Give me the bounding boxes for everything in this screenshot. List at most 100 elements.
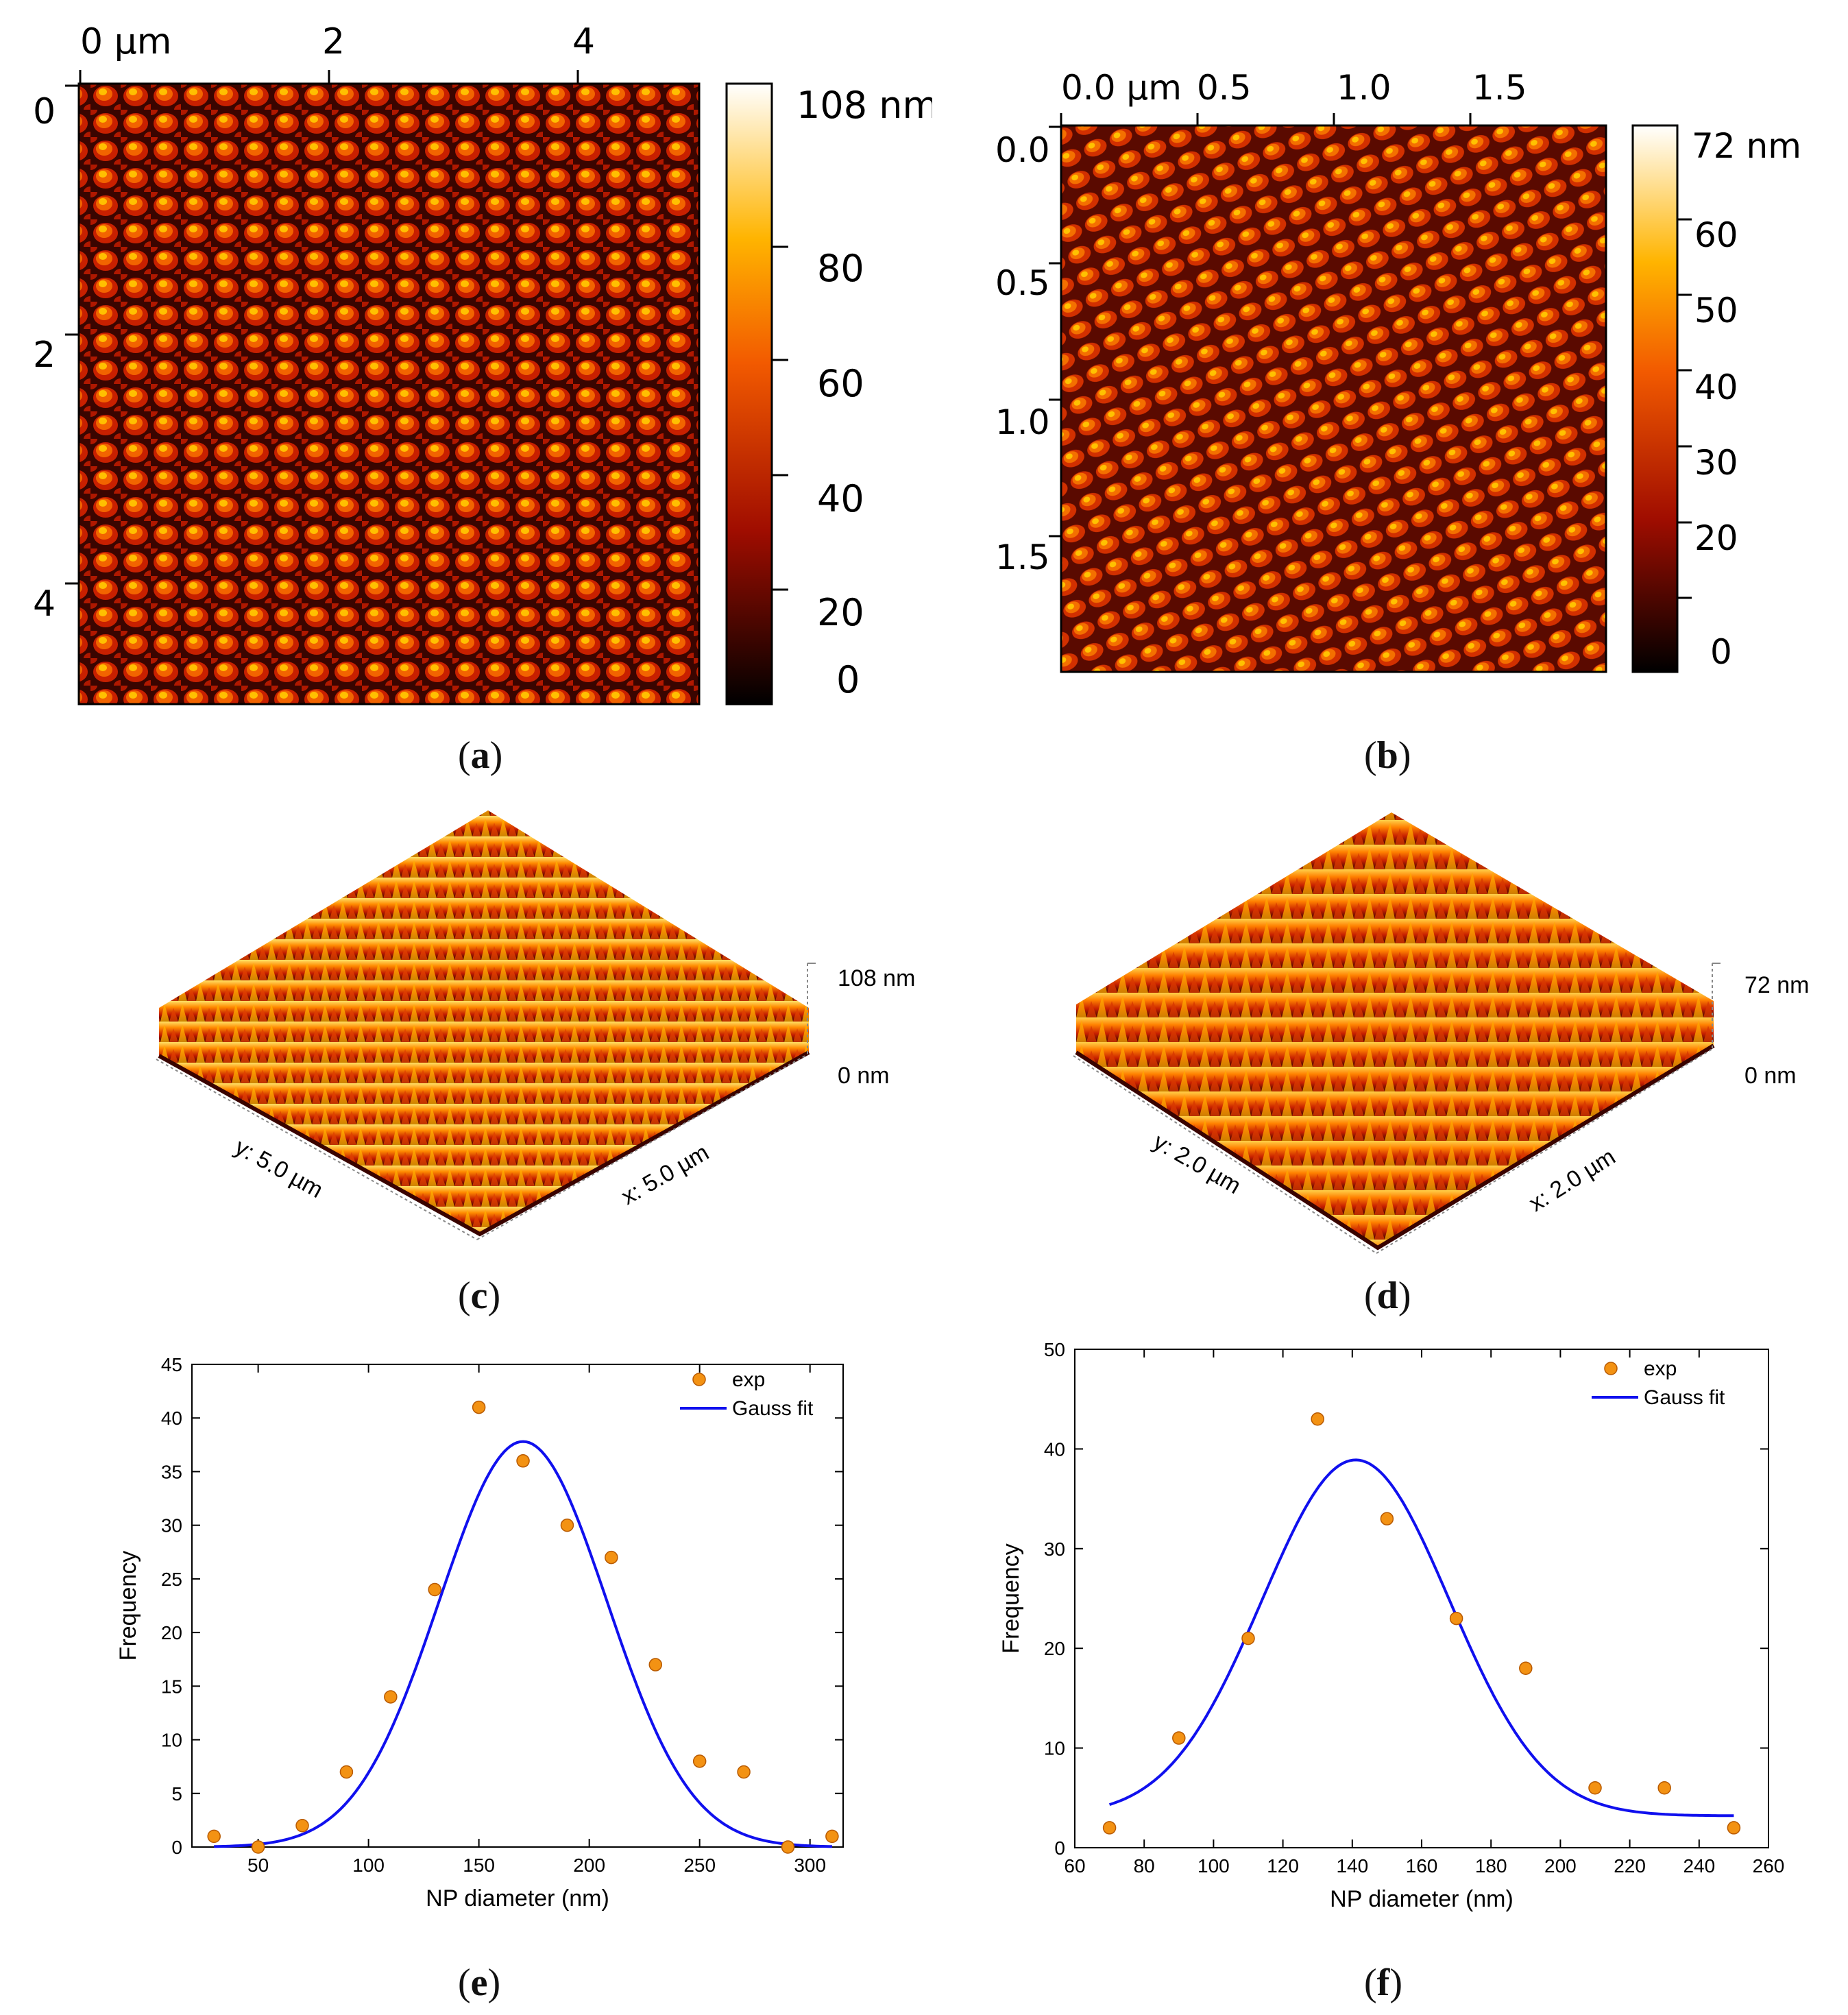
data-point — [428, 1582, 441, 1597]
y-tick-b-2: 1.0 — [995, 402, 1050, 442]
colorbar-a-tick-4: 20 — [817, 591, 864, 634]
x-tick-label: 260 — [1753, 1855, 1785, 1877]
x-tick-b-1: 0.5 — [1197, 68, 1252, 108]
legend-label-exp: exp — [732, 1368, 765, 1391]
data-point — [1449, 1611, 1463, 1626]
z-top-c: 108 nm — [838, 965, 915, 991]
legend-marker-exp — [692, 1373, 706, 1386]
legend-marker-exp — [1604, 1362, 1618, 1375]
colorbar-b-tick-6: 0 — [1710, 632, 1732, 672]
y-tick-label: 40 — [161, 1408, 182, 1429]
colorbar-a-tick-1: 80 — [817, 247, 864, 290]
colorbar-b-tick-1: 60 — [1694, 215, 1738, 255]
gauss-fit-line — [1108, 1458, 1734, 1818]
y-axis-label: Frequency — [998, 1543, 1024, 1654]
data-point — [560, 1518, 574, 1532]
y-tick-label: 0 — [171, 1837, 182, 1858]
legend-label-fit: Gauss fit — [732, 1397, 814, 1420]
y-tick-label: 20 — [1044, 1638, 1065, 1659]
y-tick-b-0: 0.0 — [995, 130, 1050, 170]
data-point — [1241, 1631, 1255, 1645]
surface-d — [1076, 812, 1714, 1248]
y-tick-label: 45 — [161, 1354, 182, 1375]
y-tick-label: 50 — [1044, 1339, 1065, 1360]
data-point — [1657, 1781, 1671, 1795]
z-bottom-c: 0 nm — [838, 1063, 890, 1089]
x-tick-label: 50 — [247, 1855, 269, 1876]
x-axis-label-d: x: 2.0 µm — [1524, 1144, 1620, 1217]
afm-image-b — [1060, 124, 1607, 673]
panel-d: 72 nm 0 nm y: 2.0 µm x: 2.0 µm — [932, 795, 1848, 1275]
data-point — [781, 1840, 795, 1854]
x-tick-label: 180 — [1475, 1855, 1507, 1877]
data-point — [1311, 1412, 1324, 1426]
data-point — [339, 1765, 354, 1779]
x-tick-label: 150 — [463, 1855, 495, 1876]
x-tick-a-1: 2 — [322, 21, 345, 62]
y-tick-label: 30 — [161, 1515, 182, 1536]
x-tick-label: 220 — [1614, 1855, 1646, 1877]
legend-label-fit: Gauss fit — [1644, 1386, 1725, 1409]
caption-e: (e) — [458, 1962, 501, 2004]
y-tick-label: 35 — [161, 1461, 182, 1482]
x-tick-label: 100 — [1197, 1855, 1230, 1877]
x-tick-label: 240 — [1683, 1855, 1715, 1877]
afm-3d-c: 108 nm 0 nm y: 5.0 µm x: 5.0 µm — [156, 810, 915, 1240]
data-point — [251, 1840, 265, 1854]
gauss-fit-line — [214, 1440, 832, 1848]
data-point — [1519, 1661, 1533, 1676]
data-point — [516, 1454, 530, 1468]
colorbar-a-tick-5: 0 — [836, 658, 860, 701]
surface-c — [159, 810, 809, 1234]
z-top-d: 72 nm — [1744, 972, 1810, 998]
x-tick-label: 80 — [1134, 1855, 1155, 1877]
caption-f: (f) — [1364, 1962, 1402, 2004]
colorbar-b — [1631, 124, 1679, 673]
x-tick-label: 100 — [352, 1855, 385, 1876]
afm-map-b: 0.0 µm 0.5 1.0 1.5 0.0 0.5 1.0 1.5 72 nm… — [995, 68, 1801, 673]
x-axis-label: NP diameter (nm) — [1330, 1886, 1513, 1912]
x-tick-label: 200 — [573, 1855, 605, 1876]
y-tick-b-3: 1.5 — [995, 538, 1050, 577]
data-point — [605, 1550, 618, 1565]
caption-c: (c) — [458, 1275, 501, 1317]
y-tick-label: 10 — [161, 1730, 182, 1751]
data-point — [1102, 1821, 1117, 1835]
z-bottom-d: 0 nm — [1744, 1063, 1797, 1089]
colorbar-a — [725, 82, 773, 705]
data-point — [1727, 1821, 1741, 1835]
y-tick-label: 0 — [1054, 1837, 1065, 1859]
y-tick-label: 20 — [161, 1622, 182, 1643]
x-tick-label: 250 — [683, 1855, 716, 1876]
colorbar-a-tick-0: 108 nm — [797, 84, 932, 127]
panel-a: 0 µm 2 4 0 2 4 108 nm 80 60 40 20 0 — [0, 0, 932, 761]
data-point — [737, 1765, 751, 1779]
caption-a: (a) — [458, 734, 503, 777]
x-tick-label: 160 — [1406, 1855, 1438, 1877]
colorbar-a-tick-3: 40 — [817, 477, 864, 520]
panel-c: 108 nm 0 nm y: 5.0 µm x: 5.0 µm — [0, 795, 932, 1275]
x-tick-label: 60 — [1064, 1855, 1085, 1877]
y-tick-label: 10 — [1044, 1738, 1065, 1759]
x-tick-b-2: 1.0 — [1337, 68, 1391, 108]
colorbar-b-tick-4: 30 — [1694, 443, 1738, 483]
y-tick-a-2: 4 — [33, 583, 56, 625]
data-point — [384, 1690, 398, 1704]
y-tick-label: 15 — [161, 1676, 182, 1697]
panel-b: 0.0 µm 0.5 1.0 1.5 0.0 0.5 1.0 1.5 72 nm… — [932, 0, 1848, 761]
x-tick-label: 300 — [794, 1855, 826, 1876]
x-tick-label: 120 — [1267, 1855, 1299, 1877]
y-tick-a-0: 0 — [33, 91, 56, 132]
legend-label-exp: exp — [1644, 1358, 1677, 1380]
x-tick-b-0: 0.0 µm — [1061, 68, 1182, 108]
y-tick-label: 30 — [1044, 1539, 1065, 1560]
x-tick-a-2: 4 — [572, 21, 595, 62]
colorbar-b-tick-2: 50 — [1694, 291, 1738, 330]
x-tick-label: 140 — [1336, 1855, 1368, 1877]
caption-b: (b) — [1364, 734, 1411, 777]
data-point — [1588, 1781, 1602, 1795]
chart-f: 60 80 100 120 140 160 180 200 220 240 260 0 10 20 30 40… — [998, 1339, 1785, 1912]
data-point — [825, 1829, 839, 1844]
plot-frame — [191, 1364, 844, 1848]
x-tick-b-3: 1.5 — [1472, 68, 1527, 108]
